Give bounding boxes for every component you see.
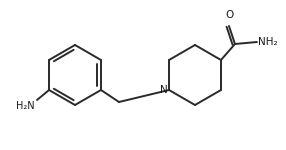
Text: H₂N: H₂N bbox=[16, 101, 35, 111]
Text: N: N bbox=[160, 85, 168, 95]
Text: O: O bbox=[226, 10, 234, 20]
Text: NH₂: NH₂ bbox=[258, 37, 278, 47]
